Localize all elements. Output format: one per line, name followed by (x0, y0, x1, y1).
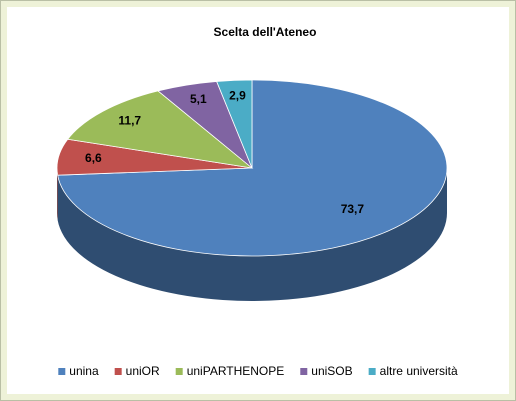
legend-swatch (58, 368, 66, 375)
legend-label: altre università (380, 364, 458, 378)
legend-label: uniOR (126, 364, 160, 378)
data-label: 6,6 (85, 151, 102, 165)
chart-title: Scelta dell'Ateneo (214, 25, 317, 39)
data-label: 73,7 (341, 202, 365, 216)
legend-label: uniSOB (311, 364, 352, 378)
legend-swatch (114, 368, 122, 375)
slice (216, 79, 253, 169)
slice-side (57, 168, 447, 302)
data-label: 2,9 (229, 88, 246, 102)
legend-swatch (300, 368, 308, 375)
legend-swatch (175, 368, 183, 375)
slice-side (57, 168, 58, 221)
data-label: 11,7 (118, 114, 141, 128)
data-label: 5,1 (190, 92, 207, 106)
legend-swatch (368, 368, 376, 375)
legend-label: uniPARTHENOPE (187, 364, 285, 378)
slice (66, 90, 254, 169)
chart: Scelta dell'Ateneo 73,7 6,6 11,7 5,1 2,9 unin… (7, 7, 509, 394)
legend-label: unina (69, 364, 99, 378)
